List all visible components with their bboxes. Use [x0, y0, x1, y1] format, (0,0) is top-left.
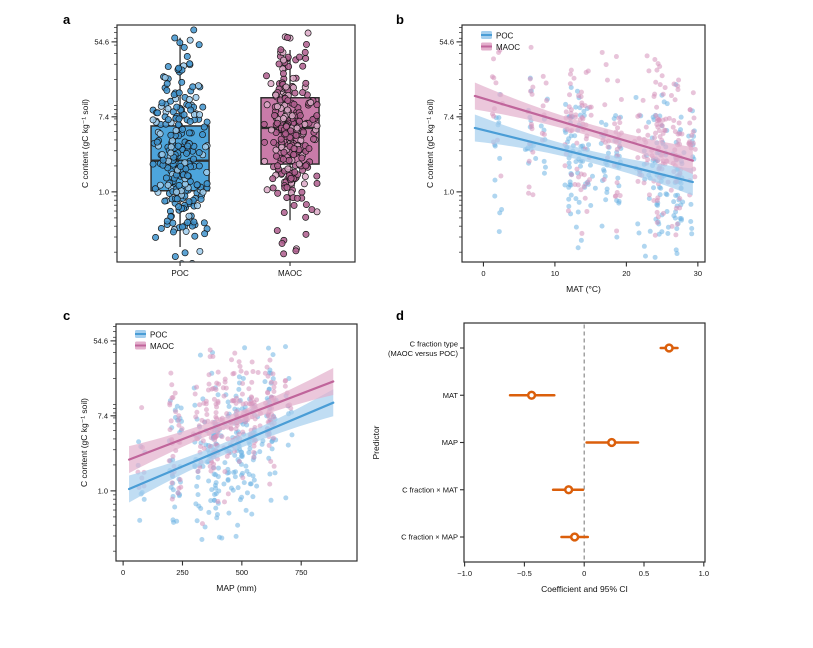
y-axis-label: C content (gC kg⁻¹ soil) — [80, 99, 90, 188]
maoc-regression-line — [473, 94, 694, 162]
x-tick-label: 500 — [236, 568, 249, 577]
y-axis-label: C content (gC kg⁻¹ soil) — [425, 99, 435, 188]
coefficient-row — [508, 390, 556, 400]
panel-a-letter: a — [63, 12, 71, 27]
estimate-marker — [664, 343, 674, 353]
estimate-marker — [564, 485, 574, 495]
x-tick-label: 0 — [121, 568, 125, 577]
panel-d-axis-box — [463, 322, 706, 563]
predictor-label: C fraction type — [410, 340, 458, 349]
x-axis-label: Coefficient and 95% CI — [541, 584, 628, 594]
x-tick-label: 1.0 — [699, 569, 709, 578]
coefficient-row — [659, 343, 679, 353]
y-tick-label: 1.0 — [444, 188, 454, 197]
coefficient-row — [551, 485, 585, 495]
x-tick-label: 30 — [694, 269, 702, 278]
y-axis-label: Predictor — [371, 425, 381, 459]
x-tick-label: 10 — [551, 269, 559, 278]
category-label-maoc: MAOC — [278, 269, 302, 278]
x-axis-label: MAT (°C) — [566, 284, 601, 294]
panel-b-legend: POC MAOC — [481, 31, 520, 52]
estimate-marker — [607, 437, 617, 448]
y-tick-label: 7.4 — [98, 412, 108, 421]
estimate-marker — [526, 390, 537, 400]
predictor-label: (MAOC versus POC) — [388, 349, 459, 358]
y-tick-label: 54.6 — [439, 38, 454, 47]
poc-jitter-points — [149, 26, 211, 262]
maoc-points — [489, 44, 698, 238]
panel-d-plot: −1.0 −0.5 0 0.5 1.0 Coefficient and 95% CI Pre… — [371, 322, 709, 594]
panel-c-letter: c — [63, 308, 71, 323]
predictor-label: MAT — [443, 391, 459, 400]
x-tick-label: −1.0 — [457, 569, 472, 578]
coefficient-row — [560, 532, 590, 542]
predictor-label: MAP — [442, 438, 458, 447]
estimate-marker — [569, 532, 580, 542]
x-tick-label: 0.5 — [639, 569, 649, 578]
predictor-label: C fraction × MAP — [401, 533, 458, 542]
y-tick-label: 54.6 — [93, 337, 108, 346]
x-tick-label: −0.5 — [517, 569, 532, 578]
poc-regression-line — [473, 126, 694, 184]
maoc-regression-line — [127, 380, 335, 461]
y-tick-label: 7.4 — [444, 113, 454, 122]
y-tick-label: 1.0 — [98, 487, 108, 496]
panel-c-axis-box — [115, 323, 358, 562]
y-axis-label: C content (gC kg⁻¹ soil) — [79, 398, 89, 487]
y-tick-label: 1.0 — [99, 188, 109, 197]
x-tick-label: 750 — [295, 568, 308, 577]
panel-c-plot: 1.0 7.4 54.6 C content (gC kg⁻¹ soil) 0 250 50… — [79, 323, 358, 593]
panel-b-plot: 1.0 7.4 54.6 C content (gC kg⁻¹ soil) 0 10 20 3… — [425, 24, 706, 294]
x-tick-label: 20 — [622, 269, 630, 278]
legend-label-maoc: MAOC — [150, 342, 174, 351]
panel-a-plot: 1.0 7.4 54.6 C content (gC kg⁻¹ soil) POC MAO… — [80, 24, 356, 278]
legend-label-maoc: MAOC — [496, 43, 520, 52]
panel-b-letter: b — [396, 12, 404, 27]
panel-d-letter: d — [396, 308, 404, 323]
x-tick-label: 250 — [176, 568, 189, 577]
y-tick-label: 7.4 — [99, 113, 109, 122]
legend-label-poc: POC — [496, 32, 514, 41]
y-tick-label: 54.6 — [94, 38, 109, 47]
coefficient-row — [585, 437, 640, 448]
maoc-jitter-points — [260, 29, 321, 258]
panel-a-axis-box — [116, 24, 356, 263]
panel-c-legend: POC MAOC — [135, 330, 174, 351]
x-axis-label: MAP (mm) — [216, 583, 257, 593]
x-tick-label: 0 — [481, 269, 485, 278]
legend-label-poc: POC — [150, 331, 168, 340]
poc-regression-line — [127, 401, 335, 491]
x-tick-label: 0 — [582, 569, 586, 578]
predictor-label: C fraction × MAT — [402, 485, 458, 494]
panel-b-axis-box — [461, 24, 706, 263]
category-label-poc: POC — [171, 269, 189, 278]
